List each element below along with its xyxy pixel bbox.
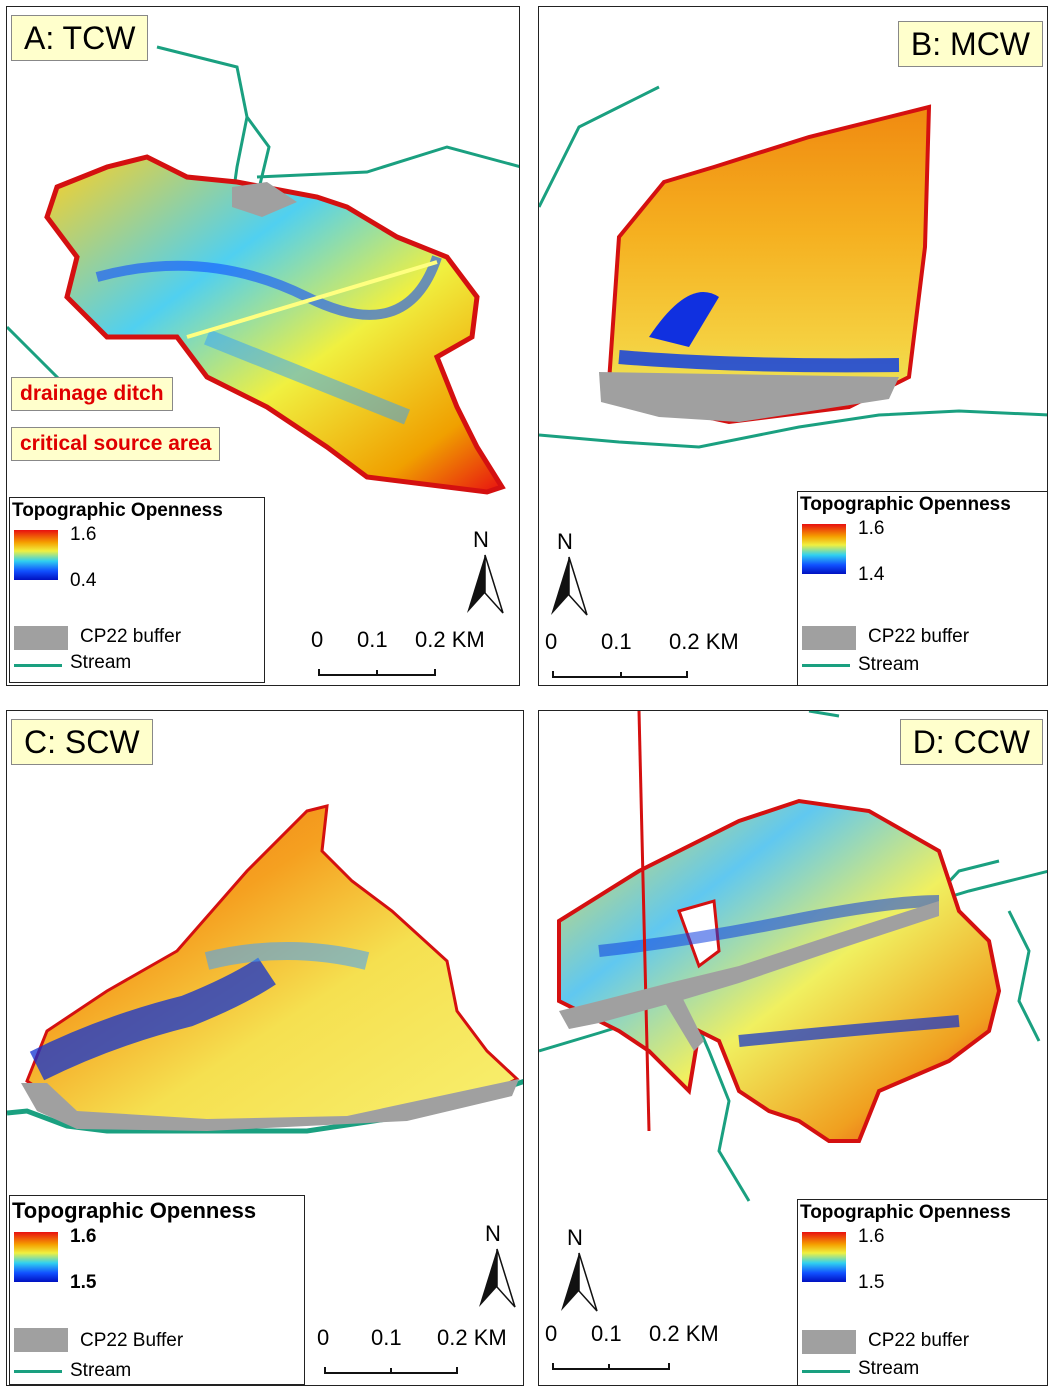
buffer-swatch bbox=[14, 1328, 68, 1352]
scale-bar: 0 0.1 0.2 KM bbox=[545, 629, 739, 685]
scale-1: 0.1 bbox=[591, 1321, 622, 1346]
legend-min: 1.5 bbox=[70, 1272, 97, 1293]
legend-stream: Stream bbox=[70, 652, 132, 673]
legend-title: Topographic Openness bbox=[12, 1198, 257, 1223]
scale-line bbox=[318, 669, 436, 676]
north-arrow-icon bbox=[551, 556, 588, 616]
stream-swatch bbox=[802, 664, 850, 667]
legend-max: 1.6 bbox=[70, 524, 97, 545]
legend: Topographic Openness 1.6 1.5 CP22 Buffer… bbox=[9, 1195, 305, 1385]
scale-bar: 0 0.1 0.2 KM bbox=[317, 1325, 523, 1385]
watershed-d bbox=[557, 798, 1002, 1143]
panel-title: D: CCW bbox=[899, 719, 1043, 765]
north-label: N bbox=[567, 1225, 583, 1250]
scale-1: 0.1 bbox=[371, 1325, 402, 1350]
scale-0: 0 bbox=[545, 629, 558, 654]
north-label: N bbox=[485, 1221, 501, 1246]
legend-stream: Stream bbox=[70, 1360, 132, 1381]
color-ramp bbox=[14, 1232, 58, 1282]
scale-bar: 0 0.1 0.2 KM bbox=[545, 1321, 725, 1381]
panel-title: A: TCW bbox=[11, 15, 149, 61]
north-arrow-icon bbox=[561, 1252, 598, 1312]
map-b bbox=[539, 85, 1047, 449]
panel-d: D: CCW Topographic Openness 1.6 1.5 CP22… bbox=[538, 710, 1048, 1386]
buffer-swatch bbox=[802, 626, 856, 650]
panel-b: B: MCW Topographic Openness 1.6 1.4 CP22… bbox=[538, 6, 1048, 686]
scale-bar: 0 0.1 0.2 KM bbox=[311, 627, 491, 685]
legend: Topographic Openness 1.6 0.4 CP22 buffer… bbox=[9, 497, 265, 683]
scale-1: 0.1 bbox=[357, 627, 388, 652]
scale-line bbox=[552, 671, 688, 678]
map-a bbox=[7, 45, 519, 495]
stream-swatch bbox=[14, 664, 62, 667]
scale-0: 0 bbox=[311, 627, 324, 652]
legend: Topographic Openness 1.6 1.4 CP22 buffer… bbox=[797, 491, 1047, 685]
scale-1: 0.1 bbox=[601, 629, 632, 654]
legend-buffer: CP22 Buffer bbox=[80, 1330, 184, 1351]
color-ramp bbox=[802, 1232, 846, 1282]
scale-2: 0.2 KM bbox=[415, 627, 485, 652]
stream-swatch bbox=[802, 1370, 850, 1373]
north-arrow-icon bbox=[479, 1248, 516, 1308]
legend-title: Topographic Openness bbox=[800, 1202, 1011, 1223]
buffer-swatch bbox=[14, 626, 68, 650]
scale-2: 0.2 KM bbox=[649, 1321, 719, 1346]
legend-stream: Stream bbox=[858, 654, 920, 675]
scale-2: 0.2 KM bbox=[669, 629, 739, 654]
legend-max: 1.6 bbox=[858, 518, 885, 539]
north-arrow: N bbox=[557, 1225, 601, 1315]
panel-a: A: TCW drainage ditch critical source ar… bbox=[6, 6, 520, 686]
scale-2: 0.2 KM bbox=[437, 1325, 507, 1350]
north-arrow: N bbox=[463, 527, 507, 617]
legend-buffer: CP22 buffer bbox=[868, 1330, 970, 1351]
stream-swatch bbox=[14, 1370, 62, 1373]
map-c bbox=[7, 804, 523, 1134]
scale-line bbox=[552, 1363, 670, 1370]
north-label: N bbox=[473, 527, 489, 552]
legend-min: 0.4 bbox=[70, 570, 97, 591]
north-arrow: N bbox=[475, 1221, 519, 1311]
legend-title: Topographic Openness bbox=[12, 500, 223, 521]
panel-c: C: SCW Topographic Openness 1.6 1.5 CP22… bbox=[6, 710, 524, 1386]
color-ramp bbox=[802, 524, 846, 574]
legend-min: 1.4 bbox=[858, 564, 885, 585]
north-label: N bbox=[557, 529, 573, 554]
color-ramp bbox=[14, 530, 58, 580]
legend: Topographic Openness 1.6 1.5 CP22 buffer… bbox=[797, 1199, 1047, 1385]
legend-max: 1.6 bbox=[858, 1226, 885, 1247]
map-d bbox=[539, 711, 1047, 1202]
buffer-swatch bbox=[802, 1330, 856, 1354]
watershed-c bbox=[25, 804, 520, 1128]
panel-title: C: SCW bbox=[11, 719, 153, 765]
callout-critical-source-area: critical source area bbox=[11, 427, 221, 461]
legend-max: 1.6 bbox=[70, 1226, 97, 1247]
north-arrow-icon bbox=[467, 554, 504, 614]
legend-min: 1.5 bbox=[858, 1272, 885, 1293]
legend-buffer: CP22 buffer bbox=[80, 626, 182, 647]
scale-0: 0 bbox=[317, 1325, 330, 1350]
buffer-a bbox=[232, 182, 297, 217]
callout-drainage-ditch: drainage ditch bbox=[11, 377, 173, 411]
legend-stream: Stream bbox=[858, 1358, 920, 1379]
legend-buffer: CP22 buffer bbox=[868, 626, 970, 647]
scale-line bbox=[324, 1367, 458, 1374]
scale-0: 0 bbox=[545, 1321, 558, 1346]
north-arrow: N bbox=[547, 529, 591, 619]
panel-title: B: MCW bbox=[897, 21, 1043, 67]
legend-title: Topographic Openness bbox=[800, 494, 1011, 515]
